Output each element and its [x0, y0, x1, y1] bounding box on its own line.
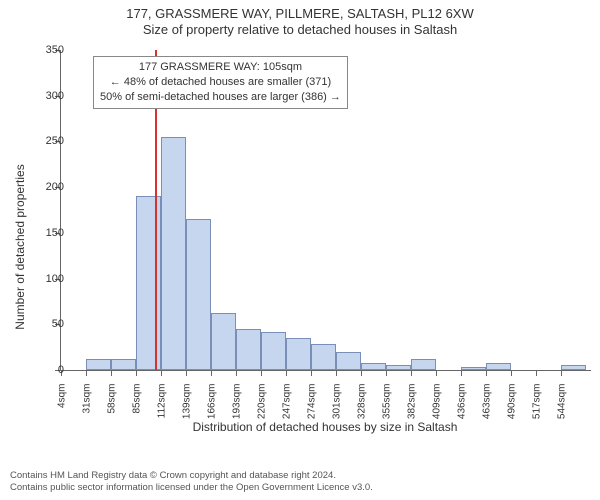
xtick-label: 4sqm [57, 384, 68, 434]
histogram-bar [486, 363, 511, 370]
xtick-label: 355sqm [382, 384, 393, 434]
histogram-bar [386, 365, 411, 370]
histogram-bar [411, 359, 436, 370]
histogram-bar [286, 338, 311, 370]
ytick-label: 250 [14, 135, 64, 147]
xtick-mark [561, 370, 562, 376]
ytick-label: 200 [14, 181, 64, 193]
annotation-line-2: ← 48% of detached houses are smaller (37… [100, 75, 341, 90]
xtick-label: 274sqm [307, 384, 318, 434]
xtick-label: 139sqm [182, 384, 193, 434]
annotation-line-1: 177 GRASSMERE WAY: 105sqm [100, 60, 341, 75]
histogram-bar [136, 196, 161, 370]
ytick-label: 350 [14, 44, 64, 56]
ytick-label: 150 [14, 227, 64, 239]
histogram-bar [261, 332, 286, 370]
xtick-label: 112sqm [157, 384, 168, 434]
histogram-bar [561, 365, 586, 370]
xtick-label: 193sqm [232, 384, 243, 434]
xtick-label: 85sqm [132, 384, 143, 434]
xtick-label: 544sqm [557, 384, 568, 434]
xtick-label: 436sqm [457, 384, 468, 434]
xtick-mark [236, 370, 237, 376]
xtick-mark [336, 370, 337, 376]
xtick-label: 220sqm [257, 384, 268, 434]
footer-line-2: Contains public sector information licen… [10, 482, 373, 494]
xtick-label: 31sqm [82, 384, 93, 434]
ytick-label: 300 [14, 90, 64, 102]
annotation-box: 177 GRASSMERE WAY: 105sqm ← 48% of detac… [93, 56, 348, 109]
histogram-bar [311, 344, 336, 370]
xtick-mark [436, 370, 437, 376]
xtick-label: 166sqm [207, 384, 218, 434]
xtick-mark [461, 370, 462, 376]
xtick-label: 328sqm [357, 384, 368, 434]
histogram-bar [211, 313, 236, 370]
footer-attribution: Contains HM Land Registry data © Crown c… [10, 470, 373, 494]
xtick-mark [386, 370, 387, 376]
xtick-mark [186, 370, 187, 376]
histogram-bar [161, 137, 186, 370]
xtick-label: 463sqm [482, 384, 493, 434]
ytick-label: 0 [14, 364, 64, 376]
xtick-mark [536, 370, 537, 376]
histogram-bar [111, 359, 136, 370]
footer-line-1: Contains HM Land Registry data © Crown c… [10, 470, 373, 482]
xtick-mark [111, 370, 112, 376]
xtick-mark [161, 370, 162, 376]
xtick-mark [261, 370, 262, 376]
xtick-mark [136, 370, 137, 376]
annotation-line-3: 50% of semi-detached houses are larger (… [100, 90, 341, 105]
xtick-label: 301sqm [332, 384, 343, 434]
xtick-mark [286, 370, 287, 376]
xtick-label: 247sqm [282, 384, 293, 434]
histogram-bar [361, 363, 386, 370]
xtick-label: 409sqm [432, 384, 443, 434]
histogram-bar [461, 367, 486, 370]
plot-area: 177 GRASSMERE WAY: 105sqm ← 48% of detac… [60, 50, 591, 371]
ytick-label: 50 [14, 318, 64, 330]
histogram-bar [186, 219, 211, 370]
histogram-bar [336, 352, 361, 370]
ytick-label: 100 [14, 273, 64, 285]
xtick-mark [411, 370, 412, 376]
chart-address-title: 177, GRASSMERE WAY, PILLMERE, SALTASH, P… [0, 6, 600, 22]
chart-container: Number of detached properties 177 GRASSM… [0, 40, 600, 440]
xtick-mark [361, 370, 362, 376]
xtick-label: 382sqm [407, 384, 418, 434]
xtick-mark [486, 370, 487, 376]
xtick-mark [511, 370, 512, 376]
chart-subtitle: Size of property relative to detached ho… [0, 22, 600, 38]
histogram-bar [236, 329, 261, 370]
xtick-mark [211, 370, 212, 376]
xtick-mark [86, 370, 87, 376]
histogram-bar [86, 359, 111, 370]
xtick-label: 490sqm [507, 384, 518, 434]
xtick-mark [311, 370, 312, 376]
xtick-label: 58sqm [107, 384, 118, 434]
xtick-label: 517sqm [532, 384, 543, 434]
chart-title-block: 177, GRASSMERE WAY, PILLMERE, SALTASH, P… [0, 0, 600, 39]
